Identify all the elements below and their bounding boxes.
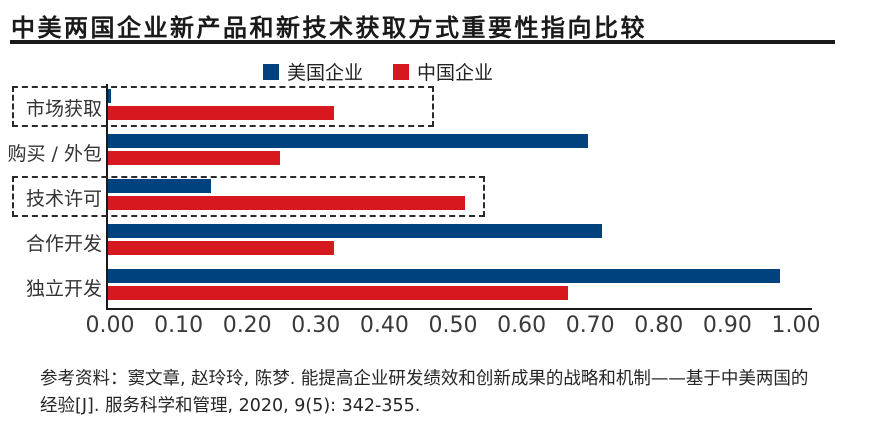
x-tick-0.80: 0.80 [634, 313, 684, 338]
x-axis-line [106, 308, 812, 310]
bar-us-0 [108, 89, 111, 103]
legend-label-cn: 中国企业 [417, 62, 494, 84]
legend-item-us: 美国企业 [263, 58, 363, 85]
bar-us-2 [108, 179, 211, 193]
bar-cn-1 [108, 151, 280, 165]
bar-cn-4 [108, 286, 568, 300]
category-label-3: 合作开发 [25, 233, 102, 255]
legend-swatch-cn-icon [393, 63, 410, 80]
bar-us-3 [108, 224, 602, 238]
x-tick-0.30: 0.30 [291, 313, 341, 338]
x-tick-0.40: 0.40 [359, 313, 409, 338]
x-tick-0.10: 0.10 [154, 313, 204, 338]
x-tick-0.90: 0.90 [702, 313, 752, 338]
category-label-0: 市场获取 [25, 98, 102, 120]
chart-title: 中美两国企业新产品和新技术获取方式重要性指向比较 [11, 14, 647, 42]
bar-cn-2 [108, 196, 465, 210]
x-tick-0.60: 0.60 [497, 313, 547, 338]
highlight-box-0 [12, 86, 434, 127]
bar-us-4 [108, 269, 780, 283]
x-tick-1.00: 1.00 [771, 313, 821, 338]
bar-cn-0 [108, 106, 334, 120]
x-tick-0.70: 0.70 [565, 313, 615, 338]
bar-cn-3 [108, 241, 334, 255]
category-label-2: 技术许可 [25, 188, 102, 210]
x-tick-0.50: 0.50 [428, 313, 478, 338]
legend-swatch-us-icon [263, 63, 279, 80]
category-label-1: 购买 / 外包 [7, 143, 102, 165]
reference-text: 参考资料：窦文章, 赵玲玲, 陈梦. 能提高企业研发绩效和创新成果的战略和机制—… [40, 369, 809, 416]
legend-label-us: 美国企业 [287, 62, 364, 84]
bar-us-1 [108, 134, 588, 148]
title-underline [10, 40, 835, 44]
legend-item-cn: 中国企业 [393, 58, 493, 85]
x-tick-0.00: 0.00 [85, 313, 135, 338]
x-tick-0.20: 0.20 [222, 313, 272, 338]
y-axis-line [106, 84, 108, 310]
legend: 美国企业 中国企业 [263, 58, 493, 85]
highlight-box-2 [12, 176, 485, 217]
category-label-4: 独立开发 [25, 278, 102, 300]
